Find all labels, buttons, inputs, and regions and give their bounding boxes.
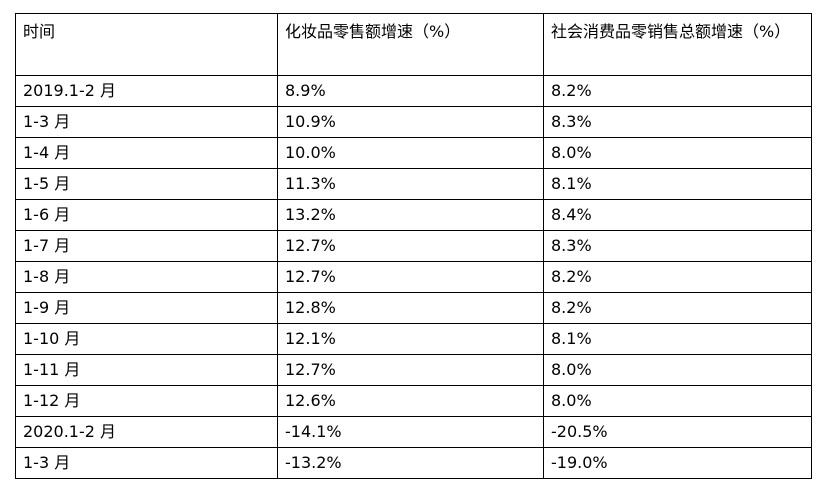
- cell-cosmetics-growth: 12.8%: [277, 292, 544, 324]
- cell-period: 1-8 月: [15, 261, 278, 293]
- cell-cosmetics-growth: 11.3%: [277, 168, 544, 200]
- table-row: 1-6 月 13.2% 8.4%: [15, 199, 812, 231]
- table-row: 1-4 月 10.0% 8.0%: [15, 137, 812, 169]
- header-time: 时间: [15, 13, 278, 76]
- cell-period: 1-6 月: [15, 199, 278, 231]
- table-row: 1-5 月 11.3% 8.1%: [15, 168, 812, 200]
- table-row: 2019.1-2 月 8.9% 8.2%: [15, 75, 812, 107]
- cell-period: 1-11 月: [15, 354, 278, 386]
- cell-period: 1-4 月: [15, 137, 278, 169]
- cell-period: 1-3 月: [15, 447, 278, 479]
- cell-total-retail-growth: 8.3%: [543, 106, 812, 138]
- cell-cosmetics-growth: 12.6%: [277, 385, 544, 417]
- growth-rate-table: 时间 化妆品零售额增速（%） 社会消费品零销售总额增速（%） 2019.1-2 …: [15, 13, 812, 479]
- cell-cosmetics-growth: 8.9%: [277, 75, 544, 107]
- cell-period: 2019.1-2 月: [15, 75, 278, 107]
- cell-total-retail-growth: 8.1%: [543, 168, 812, 200]
- cell-cosmetics-growth: 12.7%: [277, 354, 544, 386]
- cell-total-retail-growth: 8.0%: [543, 354, 812, 386]
- cell-cosmetics-growth: 13.2%: [277, 199, 544, 231]
- cell-total-retail-growth: 8.2%: [543, 75, 812, 107]
- cell-total-retail-growth: 8.4%: [543, 199, 812, 231]
- cell-cosmetics-growth: 12.7%: [277, 230, 544, 262]
- cell-cosmetics-growth: 10.9%: [277, 106, 544, 138]
- cell-period: 1-5 月: [15, 168, 278, 200]
- table-header-row: 时间 化妆品零售额增速（%） 社会消费品零销售总额增速（%）: [15, 13, 812, 76]
- cell-total-retail-growth: 8.2%: [543, 292, 812, 324]
- cell-cosmetics-growth: 12.7%: [277, 261, 544, 293]
- cell-period: 1-3 月: [15, 106, 278, 138]
- table-row: 1-3 月 -13.2% -19.0%: [15, 447, 812, 479]
- cell-total-retail-growth: -19.0%: [543, 447, 812, 479]
- cell-period: 2020.1-2 月: [15, 416, 278, 448]
- cell-period: 1-12 月: [15, 385, 278, 417]
- cell-total-retail-growth: 8.0%: [543, 385, 812, 417]
- cell-cosmetics-growth: -13.2%: [277, 447, 544, 479]
- header-cosmetics-growth: 化妆品零售额增速（%）: [277, 13, 544, 76]
- cell-total-retail-growth: 8.1%: [543, 323, 812, 355]
- cell-period: 1-10 月: [15, 323, 278, 355]
- cell-cosmetics-growth: -14.1%: [277, 416, 544, 448]
- table-row: 1-9 月 12.8% 8.2%: [15, 292, 812, 324]
- table-row: 1-7 月 12.7% 8.3%: [15, 230, 812, 262]
- cell-total-retail-growth: 8.0%: [543, 137, 812, 169]
- table-row: 1-11 月 12.7% 8.0%: [15, 354, 812, 386]
- table-row: 1-12 月 12.6% 8.0%: [15, 385, 812, 417]
- cell-total-retail-growth: 8.3%: [543, 230, 812, 262]
- header-total-retail-growth: 社会消费品零销售总额增速（%）: [543, 13, 812, 76]
- cell-period: 1-9 月: [15, 292, 278, 324]
- table-row: 1-10 月 12.1% 8.1%: [15, 323, 812, 355]
- cell-total-retail-growth: 8.2%: [543, 261, 812, 293]
- table-row: 1-8 月 12.7% 8.2%: [15, 261, 812, 293]
- table-row: 1-3 月 10.9% 8.3%: [15, 106, 812, 138]
- cell-total-retail-growth: -20.5%: [543, 416, 812, 448]
- cell-cosmetics-growth: 10.0%: [277, 137, 544, 169]
- cell-period: 1-7 月: [15, 230, 278, 262]
- table-row: 2020.1-2 月 -14.1% -20.5%: [15, 416, 812, 448]
- growth-table-container: 时间 化妆品零售额增速（%） 社会消费品零销售总额增速（%） 2019.1-2 …: [15, 13, 812, 479]
- cell-cosmetics-growth: 12.1%: [277, 323, 544, 355]
